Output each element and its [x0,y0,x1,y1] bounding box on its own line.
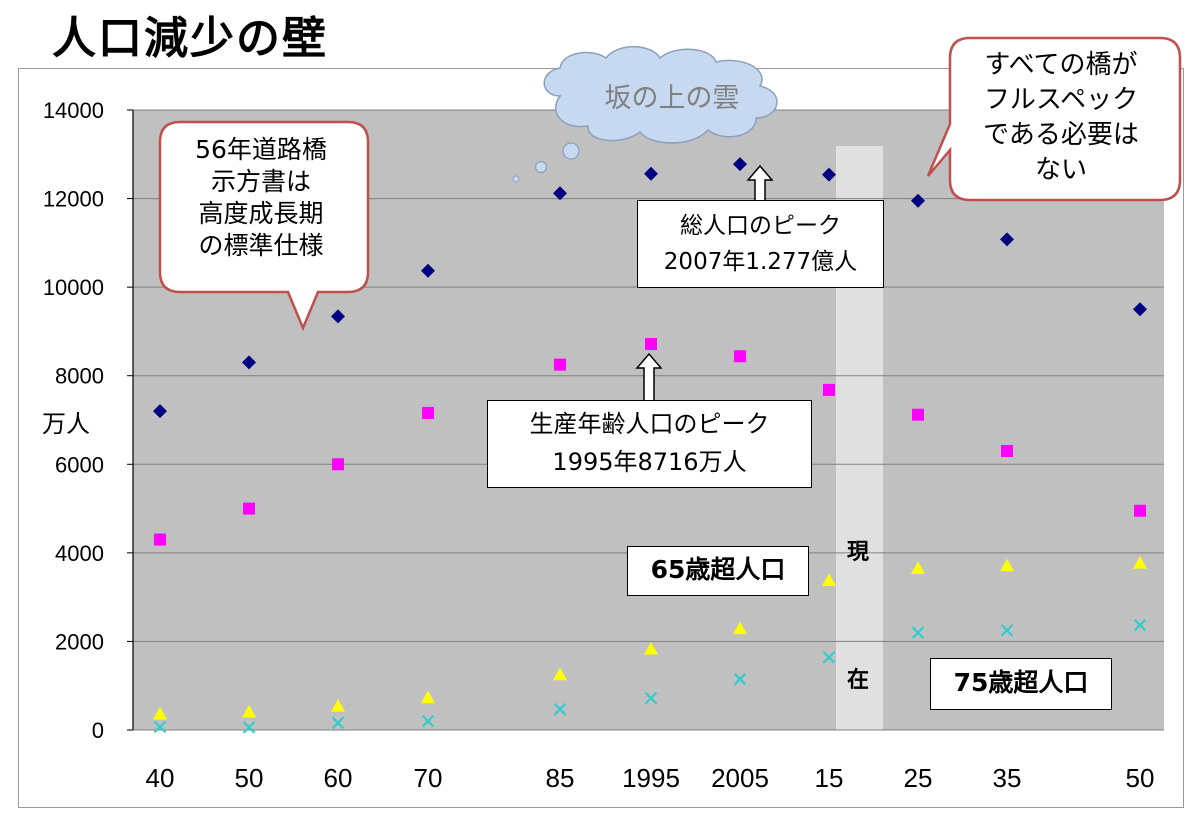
y-tick-label: 2000 [55,629,104,654]
x-tick-label: 70 [414,763,443,793]
y-tick-label: 10000 [43,275,104,300]
bridge-spec-line: 56年道路橋 [195,135,327,164]
bridge-spec-bubble [158,120,370,332]
all-bridges-bubble [926,36,1182,202]
x-tick-label: 60 [324,763,353,793]
series-4-point [911,626,925,639]
series-1-point [1000,232,1014,247]
y-tick-label: 8000 [55,364,104,389]
series-2-point [243,502,255,515]
series-1-point [242,355,256,370]
series-2-point [554,358,566,371]
series-1-point [644,166,658,181]
series-3-point [553,667,567,681]
series-4-point [822,651,836,664]
working-peak-line: 1995年8716万人 [552,448,747,476]
thought-bubble [512,175,520,183]
series-4-point [1000,624,1014,637]
series-1-point [733,157,747,172]
series-2-point [422,406,434,419]
series-4-point [553,702,567,716]
series-3-point [644,641,658,655]
series-3-point [1000,558,1014,572]
series-4-point [242,721,256,734]
x-tick-label: 50 [1126,763,1155,793]
series-2-point [154,533,166,546]
y-tick-label: 4000 [55,541,104,566]
cloud-annotation: 坂の上の雲 [604,83,740,114]
working-peak-box: 生産年齢人口のピーク 1995年8716万人 [487,400,812,488]
series-1-point [331,309,345,324]
all-bridges-line: すべての橋が [984,50,1138,80]
y-tick-label: 6000 [55,452,104,477]
series-4-point [733,672,747,686]
series-3-point [421,690,435,704]
bridge-spec-line: 示方書は [210,167,311,196]
series-1-point [421,263,435,278]
series-2-point [734,350,746,363]
page-title: 人口減少の壁 [52,13,328,64]
all-bridges-callout: すべての橋が フルスペック である必要は ない [954,48,1168,188]
thought-bubble [534,160,548,174]
series-1-point [153,404,167,419]
series-3-point [242,704,256,718]
bridge-spec-callout: 56年道路橋 示方書は 高度成長期 の標準仕様 [166,134,356,262]
series-2-point [332,458,344,471]
series-4-point [644,691,658,705]
x-tick-label: 25 [904,763,933,793]
all-bridges-line: である必要は [983,120,1139,150]
series-2-point [1001,445,1013,457]
y-axis-label: 万人 [42,410,90,438]
series-4-point [421,714,435,728]
series-1-point [822,167,836,182]
x-tick-label: 40 [146,763,175,793]
y-tick-label: 12000 [43,187,104,212]
cloud-shape [543,46,778,144]
total-peak-line: 総人口のピーク [680,213,841,239]
thought-bubble [562,142,580,160]
over75-label: 75歳超人口 [930,658,1112,710]
series-2-point [823,383,835,396]
series-1-point [911,193,925,208]
bridge-spec-line: の標準仕様 [198,231,324,260]
all-bridges-line: フルスペック [983,85,1139,115]
series-2-point [645,338,657,351]
total-peak-box: 総人口のピーク 2007年1.277億人 [637,200,884,288]
series-4-point [1133,618,1147,632]
x-tick-label: 85 [546,763,575,793]
series-2-point [912,408,924,421]
all-bridges-line: ない [1034,155,1087,185]
series-3-point [153,707,167,720]
series-4-point [331,716,345,730]
x-tick-label: 50 [235,763,264,793]
series-3-point [911,561,925,574]
working-peak-line: 生産年齢人口のピーク [529,410,770,438]
y-tick-label: 0 [92,718,104,743]
now-band-label-1: 現 [847,540,870,565]
series-2-point [1134,504,1146,517]
bridge-spec-line: 高度成長期 [198,199,324,228]
series-1-point [1133,302,1147,317]
x-tick-label: 1995 [622,763,680,793]
series-3-point [733,621,747,635]
over65-label: 65歳超人口 [627,546,809,596]
x-tick-label: 2005 [711,763,769,793]
series-3-point [1133,556,1147,569]
y-tick-label: 14000 [43,98,104,123]
series-1-point [553,186,567,201]
series-3-point [331,699,345,712]
x-tick-label: 35 [993,763,1022,793]
total-peak-line: 2007年1.277億人 [663,249,858,275]
series-3-point [822,573,836,586]
x-tick-label: 15 [815,763,844,793]
now-band-label-2: 在 [847,668,870,693]
series-4-point [153,720,167,734]
